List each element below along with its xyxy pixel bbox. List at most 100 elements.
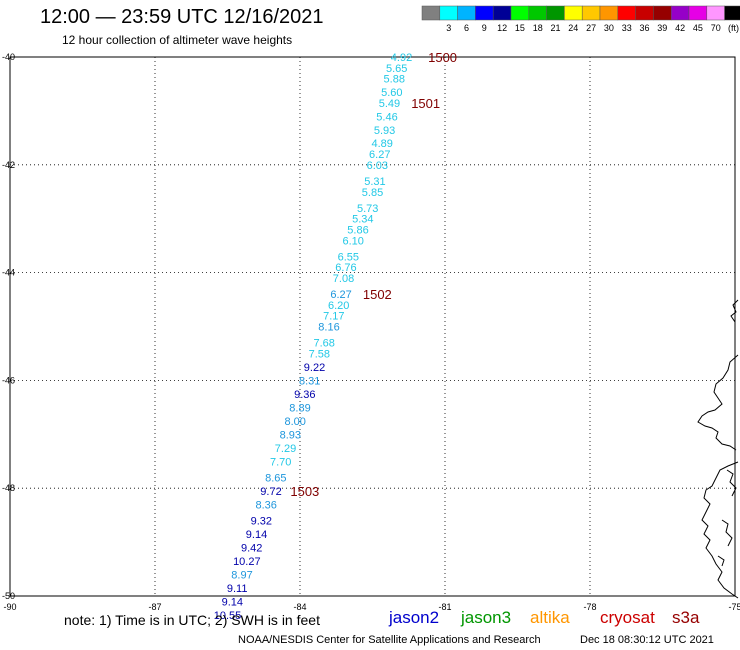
- colorbar-label: 39: [657, 23, 667, 33]
- wave-height-point: 9.14: [246, 529, 267, 541]
- wave-height-point: 5.46: [376, 111, 397, 123]
- satellite-altika: altika: [530, 608, 570, 627]
- colorbar-label: 21: [550, 23, 560, 33]
- satellite-jason3: jason3: [461, 608, 512, 627]
- colorbar-label: 3: [446, 23, 451, 33]
- colorbar-label: 30: [604, 23, 614, 33]
- wave-height-point: 8.89: [289, 402, 310, 414]
- wave-height-point: 5.65: [386, 63, 407, 75]
- y-tick-label: -48: [2, 483, 15, 493]
- wave-height-point: 6.55: [338, 251, 359, 263]
- colorbar-label: 24: [568, 23, 578, 33]
- time-label: 1500: [428, 50, 457, 65]
- wave-height-point: 7.70: [270, 456, 291, 468]
- y-tick-label: -44: [2, 268, 15, 278]
- wave-height-point: 9.22: [304, 362, 325, 374]
- wave-height-point: 5.88: [384, 74, 405, 86]
- wave-height-point: 6.20: [328, 300, 349, 312]
- footer-note: note: 1) Time is in UTC; 2) SWH is in fe…: [64, 612, 320, 628]
- wave-height-point: 5.86: [347, 224, 368, 236]
- wave-height-point: 8.65: [265, 472, 286, 484]
- coastline-middle: [697, 354, 739, 451]
- y-tick-label: -42: [2, 160, 15, 170]
- wave-height-point: 5.60: [381, 87, 402, 99]
- x-tick-label: -81: [438, 602, 451, 612]
- wave-height-point: 8.97: [231, 569, 252, 581]
- grid-layer: -87 -84 -81 -78 -75 -90 -40 -42 -44 -46 -48 -50: [2, 52, 740, 612]
- wave-height-point: 7.29: [275, 443, 296, 455]
- wave-height-point: 9.36: [294, 389, 315, 401]
- wave-height-values: 4.925.655.885.605.495.465.934.896.276.03…: [214, 52, 412, 622]
- coastline-island-b: [721, 519, 733, 547]
- wave-height-point: 6.27: [369, 149, 390, 161]
- wave-height-point: 6.03: [367, 160, 388, 172]
- colorbar-label: 27: [586, 23, 596, 33]
- coastline-island-a: [726, 469, 737, 497]
- wave-height-point: 5.34: [352, 214, 373, 226]
- colorbar-label: 36: [639, 23, 649, 33]
- y-tick-label: -40: [2, 52, 15, 62]
- colorbar-label: 45: [693, 23, 703, 33]
- coastline-island-c: [717, 555, 725, 567]
- wave-height-point: 8.16: [318, 322, 339, 334]
- satellite-s3a: s3a: [672, 608, 700, 627]
- coastline-upper: [730, 299, 739, 323]
- colorbar-label: 9: [482, 23, 487, 33]
- wave-height-point: 7.08: [333, 273, 354, 285]
- wave-height-point: 5.31: [364, 176, 385, 188]
- wave-height-point: 8.36: [255, 499, 276, 511]
- x-tick-label: -84: [293, 602, 306, 612]
- coastline: [697, 299, 739, 599]
- wave-height-point: 9.14: [222, 596, 243, 608]
- wave-height-point: 5.73: [357, 203, 378, 215]
- y-tick-label: -50: [2, 591, 15, 601]
- wave-height-point: 8.00: [284, 416, 305, 428]
- wave-height-point: 7.58: [309, 348, 330, 360]
- page-subtitle: 12 hour collection of altimeter wave hei…: [62, 33, 293, 47]
- time-labels: 1500 1501 1502 1503: [290, 50, 457, 499]
- time-label: 1503: [290, 484, 319, 499]
- wave-height-point: 9.32: [251, 516, 272, 528]
- satellite-cryosat: cryosat: [600, 608, 655, 627]
- wave-height-point: 5.85: [362, 187, 383, 199]
- x-tick-label: -78: [583, 602, 596, 612]
- credit-line: NOAA/NESDIS Center for Satellite Applica…: [238, 634, 541, 646]
- wave-height-point: 6.10: [342, 235, 363, 247]
- wave-height-point: 6.27: [330, 289, 351, 301]
- colorbar-swatch: [724, 5, 740, 21]
- wave-height-point: 5.49: [379, 98, 400, 110]
- colorbar-label: 18: [533, 23, 543, 33]
- satellite-jason2: jason2: [389, 608, 440, 627]
- x-tick-label: -90: [3, 602, 16, 612]
- colorbar-label: 15: [515, 23, 525, 33]
- wave-height-point: 8.31: [299, 375, 320, 387]
- colorbar-label: (ft): [728, 23, 739, 33]
- map-frame: [9, 56, 736, 597]
- page-title: 12:00 — 23:59 UTC 12/16/2021: [40, 6, 324, 28]
- wave-height-point: 9.42: [241, 542, 262, 554]
- colorbar-label: 42: [675, 23, 685, 33]
- colorbar-label: 33: [622, 23, 632, 33]
- time-label: 1501: [411, 96, 440, 111]
- color-scale-legend: 3 6 9 12 15 18 21 24 27 30 33 36 39 42 45 70 (ft): [421, 5, 740, 33]
- wave-height-point: 10.55: [214, 610, 242, 622]
- wave-height-point: 4.89: [371, 138, 392, 150]
- colorbar-label: 70: [711, 23, 721, 33]
- coastline-lower: [701, 461, 739, 599]
- colorbar-label: 12: [497, 23, 507, 33]
- wave-height-point: 8.93: [280, 429, 301, 441]
- wave-height-point: 7.17: [323, 311, 344, 323]
- generated-timestamp: Dec 18 08:30:12 UTC 2021: [580, 634, 714, 646]
- wave-height-point: 6.76: [335, 262, 356, 274]
- wave-height-point: 9.11: [227, 583, 248, 595]
- wave-height-point: 9.72: [260, 486, 281, 498]
- wave-height-point: 10.27: [233, 556, 261, 568]
- wave-height-point: 7.68: [313, 338, 334, 350]
- y-tick-label: -46: [2, 375, 15, 385]
- colorbar-label: 6: [464, 23, 469, 33]
- time-label: 1502: [363, 287, 392, 302]
- x-tick-label: -75: [728, 602, 740, 612]
- wave-height-point: 5.93: [374, 125, 395, 137]
- wave-height-point: 4.92: [391, 52, 412, 64]
